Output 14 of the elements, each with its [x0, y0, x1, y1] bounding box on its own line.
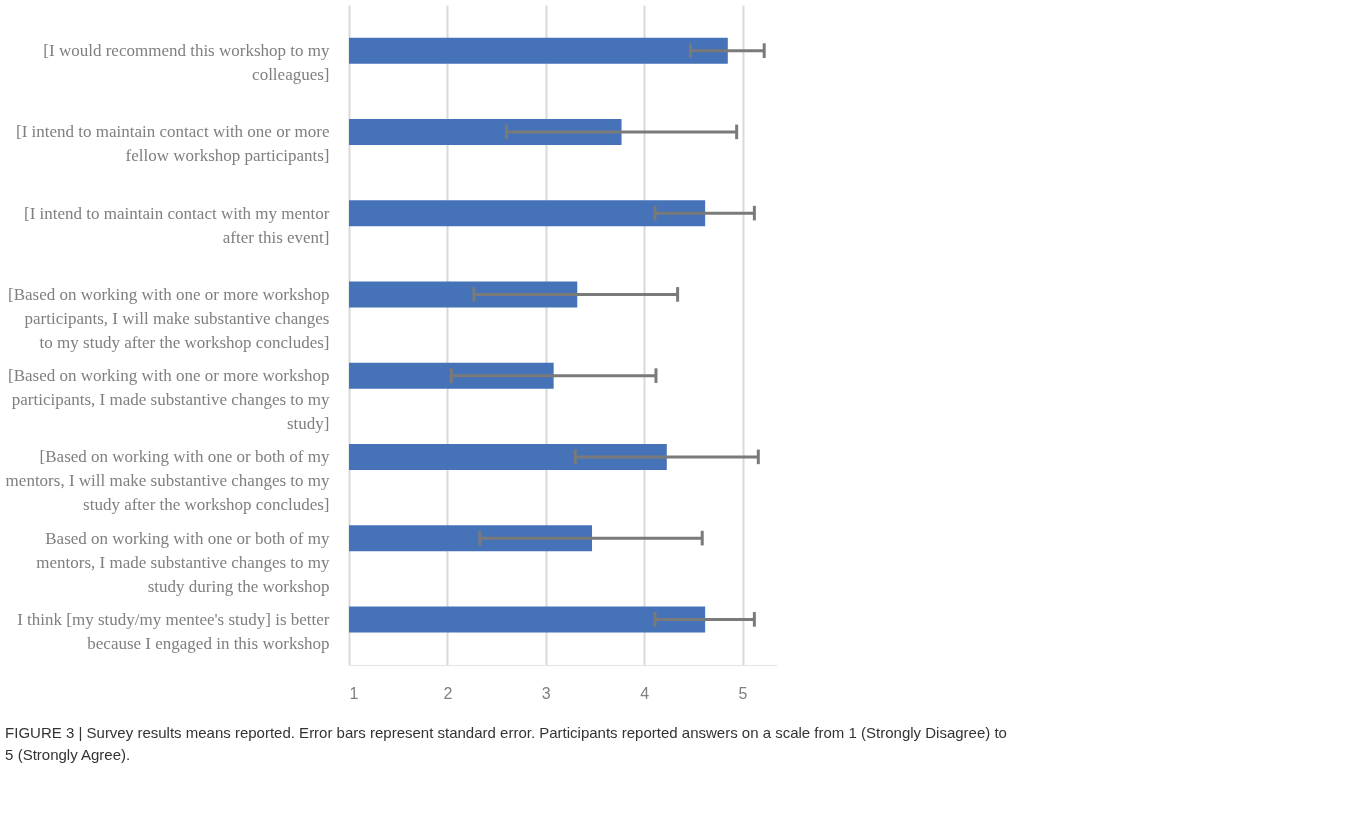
y-tick-label: [Based on working with one or more workshop participants, I will make substantive changes to my study after the workshop concludes] [7, 284, 330, 352]
y-tick-label: [I intend to maintain contact with my mentor after this event] [24, 203, 330, 247]
y-tick-label: [Based on working with one or both of my mentors, I will make substantive changes to my study after the workshop concludes] [5, 447, 330, 515]
x-tick-label: 4 [640, 684, 650, 702]
y-tick-label: I think [my study/my mentee's study] is better because I engaged in this workshop [17, 609, 330, 653]
x-tick-label: 3 [541, 684, 551, 702]
x-tick-label: 2 [443, 684, 453, 702]
y-tick-label: [I intend to maintain contact with one or more fellow workshop participants] [16, 122, 330, 166]
caption: FIGURE 3 | Survey results means reported. Error bars represent standard error. Participants reported answers on a scale from 1 (Strongly Disagree) to 5 (Strongly Agree). [5, 724, 1007, 763]
y-tick-label: [Based on working with one or more workshop participants, I made substantive changes to my study] [7, 366, 330, 434]
y-tick-label: Based on working with one or both of my mentors, I made substantive changes to my study during the workshop [36, 528, 330, 596]
x-tick-label: 5 [738, 684, 748, 702]
x-tick-label: 1 [349, 684, 359, 702]
y-tick-label: [I would recommend this workshop to my colleagues] [43, 41, 330, 85]
